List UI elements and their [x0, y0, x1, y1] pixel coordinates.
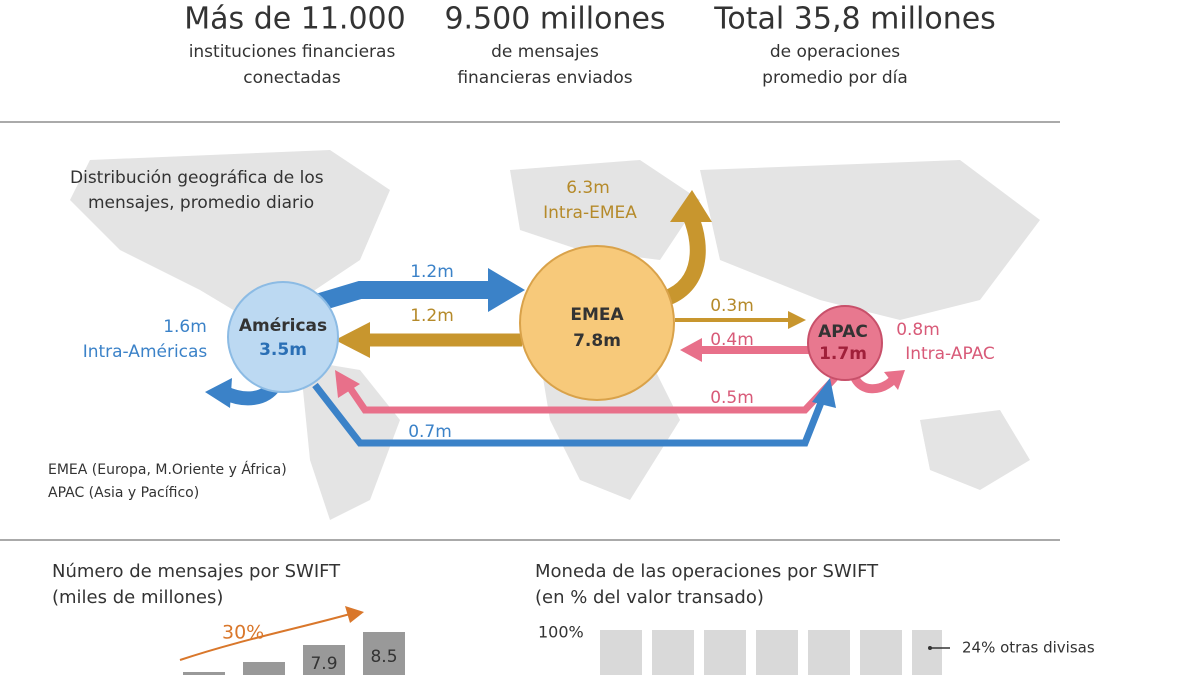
- region-total: 3.5m: [259, 340, 307, 360]
- stat-caption: de operaciones: [770, 42, 900, 62]
- intra-value: 6.3m: [566, 178, 610, 198]
- intra-value: 0.8m: [896, 320, 940, 340]
- bar-label: 8.5: [370, 647, 397, 667]
- arrow-head: [788, 311, 806, 329]
- bar: [243, 662, 285, 675]
- note: EMEA (Europa, M.Oriente y África): [48, 461, 287, 478]
- flow-label: 0.4m: [710, 330, 754, 350]
- stat-value: Total 35,8 millones: [713, 2, 996, 37]
- legend-label: 24% otras divisas: [962, 639, 1095, 657]
- arrow-head: [205, 378, 232, 408]
- currency-columns: [600, 630, 942, 675]
- flow-label: 1.2m: [410, 262, 454, 282]
- flow-arrow: [307, 281, 490, 314]
- intra-arrow: [657, 211, 706, 308]
- flow-arrow: [312, 382, 826, 447]
- map-title: Distribución geográfica de los mensajes,…: [70, 168, 324, 213]
- flow-label: 0.5m: [710, 388, 754, 408]
- bar: [303, 645, 345, 675]
- content: Más de 11.000 9.500 millones Total 35,8 …: [0, 2, 1095, 675]
- flow-labels: 1.2m 1.2m 0.3m 0.4m 0.5m 0.7m 1.6m Intra…: [83, 178, 995, 442]
- intra-label: Intra-Américas: [83, 342, 208, 362]
- chart-title: (en % del valor transado): [535, 587, 764, 608]
- legend-dot: [928, 646, 932, 650]
- bar-label: 7.9: [310, 654, 337, 674]
- axis-label: 100%: [538, 623, 584, 642]
- arrow-head: [335, 322, 370, 358]
- stats: Más de 11.000 9.500 millones Total 35,8 …: [184, 2, 996, 37]
- arrow-head: [345, 606, 364, 623]
- stat-caption: promedio por día: [762, 68, 908, 88]
- arrow-head: [335, 370, 360, 398]
- growth-label: 30%: [222, 622, 264, 644]
- chart-title: (miles de millones): [52, 587, 223, 608]
- stat-caption: instituciones financieras: [189, 42, 396, 62]
- arrow-head: [488, 268, 525, 312]
- region-name: EMEA: [570, 305, 624, 325]
- intra-label: Intra-EMEA: [543, 203, 637, 223]
- intra-value: 1.6m: [163, 317, 207, 337]
- stat-caption: de mensajes: [491, 42, 599, 62]
- flow-label: 0.3m: [710, 296, 754, 316]
- region-circle: [519, 245, 675, 401]
- map-title-line: Distribución geográfica de los: [70, 168, 324, 188]
- region-circle: [227, 281, 339, 393]
- stat-caption: conectadas: [243, 68, 341, 88]
- bar: [363, 632, 405, 675]
- chart-title: Número de mensajes por SWIFT: [52, 561, 341, 582]
- flows: [205, 190, 905, 447]
- currency-title: Moneda de las operaciones por SWIFT (en …: [535, 561, 879, 608]
- chart-title: Moneda de las operaciones por SWIFT: [535, 561, 879, 582]
- world-map: [70, 150, 1040, 520]
- stat-value: Más de 11.000: [184, 2, 405, 37]
- arrow-head: [884, 370, 905, 390]
- bar: [183, 672, 225, 675]
- bar-labels: 7.9 8.5: [310, 647, 397, 674]
- arrow-head: [812, 378, 836, 408]
- stat-captions: instituciones financieras conectadas de …: [189, 42, 908, 88]
- region-name: Américas: [239, 316, 327, 336]
- intra-arrow: [850, 375, 897, 394]
- stat-value: 9.500 millones: [444, 2, 665, 37]
- map-title-line: mensajes, promedio diario: [88, 193, 314, 213]
- arrow-head: [680, 338, 702, 362]
- region-total: 1.7m: [819, 344, 867, 364]
- region-name: APAC: [818, 322, 868, 342]
- intra-label: Intra-APAC: [905, 344, 995, 364]
- note: APAC (Asia y Pacífico): [48, 485, 199, 501]
- flow-label: 1.2m: [410, 306, 454, 326]
- messages-title: Número de mensajes por SWIFT (miles de m…: [52, 561, 341, 608]
- stat-caption: financieras enviados: [457, 68, 632, 88]
- growth-arrow: [179, 613, 351, 661]
- flow-label: 0.7m: [408, 422, 452, 442]
- arrow-head: [670, 190, 712, 222]
- region-total: 7.8m: [573, 331, 621, 351]
- region-circle: [807, 305, 883, 381]
- region-labels: Américas 3.5m EMEA 7.8m APAC 1.7m: [239, 305, 868, 364]
- notes: EMEA (Europa, M.Oriente y África) APAC (…: [48, 461, 287, 501]
